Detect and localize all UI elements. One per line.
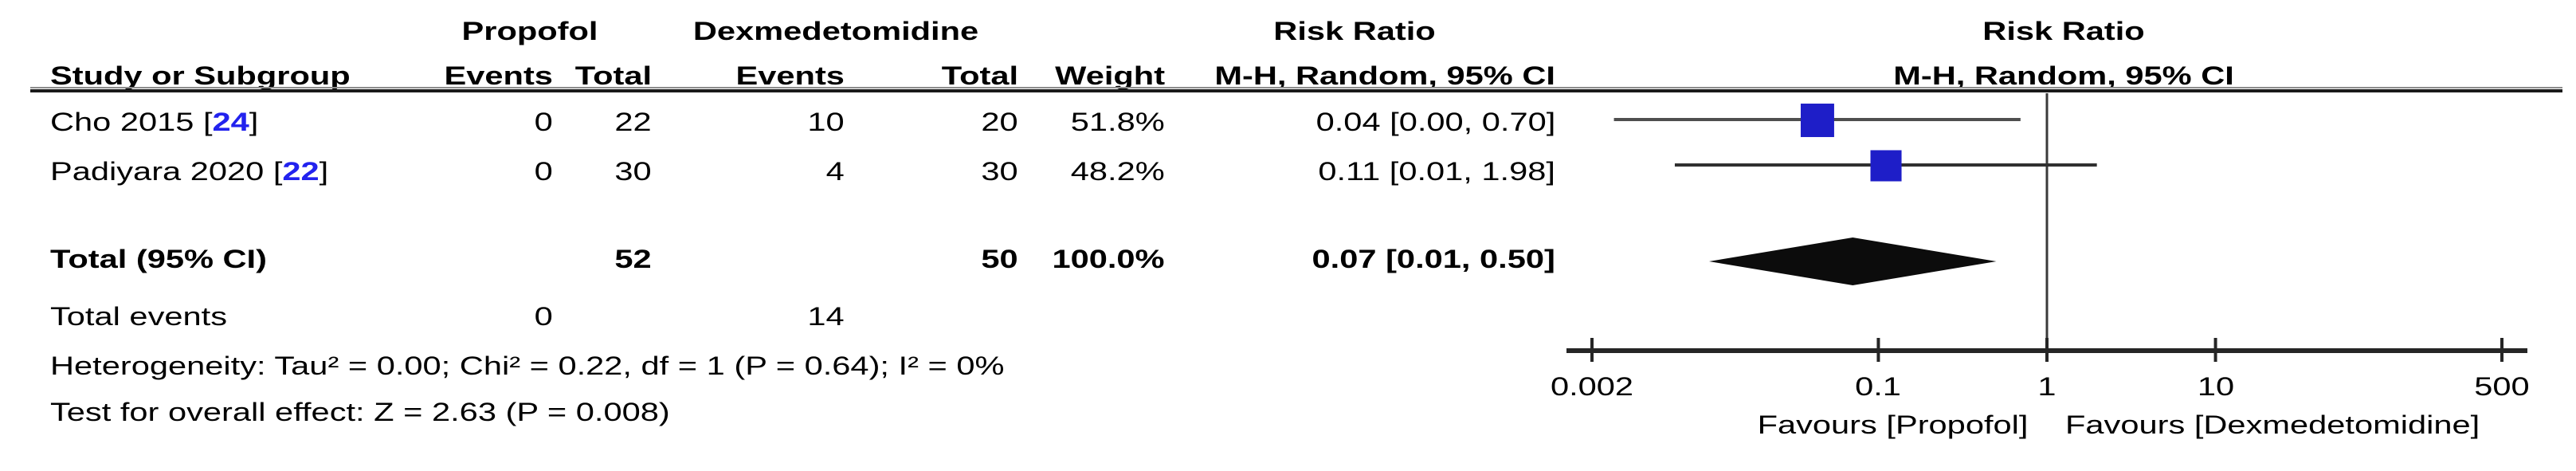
- cell-total-propofol: 30: [614, 157, 652, 186]
- total-propofol: 52: [614, 245, 652, 273]
- favours-left-label: Favours [Propofol]: [1757, 410, 2028, 439]
- citation-bracket: ]: [319, 157, 329, 186]
- overall-effect-test: Test for overall effect: Z = 2.63 (P = 0…: [50, 398, 670, 426]
- study-effect-square: [1870, 150, 1902, 182]
- axis-tick-label: 0.1: [1855, 372, 1902, 401]
- total-weight: 100.0%: [1052, 245, 1165, 273]
- effect-measure-header-left: Risk Ratio: [1273, 17, 1436, 45]
- cell-events-dexmedetomidine: 10: [807, 108, 845, 136]
- cell-total-dexmedetomidine: 30: [981, 157, 1018, 186]
- study-name: Padiyara 2020 [: [50, 157, 283, 186]
- col-header-method-left: M-H, Random, 95% CI: [1214, 61, 1555, 90]
- study-label: Padiyara 2020 [22]: [50, 156, 328, 186]
- group-header-control: Dexmedetomidine: [692, 17, 979, 45]
- study-label: Cho 2015 [24]: [50, 107, 258, 137]
- citation-link[interactable]: 22: [282, 157, 320, 186]
- total-events-propofol: 0: [534, 302, 553, 331]
- header-rule-light: [30, 87, 2562, 88]
- favours-right-label: Favours [Dexmedetomidine]: [2065, 410, 2480, 439]
- summary-diamond: [1708, 237, 1997, 285]
- cell-events-propofol: 0: [534, 157, 553, 186]
- group-header-experimental: Propofol: [461, 17, 598, 45]
- col-header-events-propofol: Events: [444, 61, 553, 90]
- axis-tick-label: 10: [2197, 372, 2234, 401]
- axis-tick-label: 500: [2474, 372, 2530, 401]
- study-effect-square: [1800, 104, 1834, 137]
- header-rule: [30, 89, 2562, 92]
- citation-link[interactable]: 24: [212, 108, 249, 136]
- cell-weight: 51.8%: [1071, 108, 1165, 136]
- total-events-dexmedetomidine: 14: [807, 302, 845, 331]
- col-header-study: Study or Subgroup: [50, 61, 351, 90]
- total-risk-ratio-ci: 0.07 [0.01, 0.50]: [1312, 245, 1555, 273]
- col-header-method-right: M-H, Random, 95% CI: [1893, 61, 2234, 90]
- axis-tick-label: 1: [2037, 372, 2056, 401]
- citation-bracket: ]: [249, 108, 259, 136]
- axis-tick-label: 0.002: [1550, 372, 1634, 401]
- total-dexmedetomidine: 50: [981, 245, 1018, 273]
- cell-total-dexmedetomidine: 20: [981, 108, 1018, 136]
- cell-events-dexmedetomidine: 4: [825, 157, 845, 186]
- total-events-label: Total events: [50, 302, 227, 331]
- heterogeneity-stats: Heterogeneity: Tau² = 0.00; Chi² = 0.22,…: [50, 351, 1005, 380]
- col-header-total-propofol: Total: [574, 61, 652, 90]
- total-row-label: Total (95% CI): [50, 245, 267, 273]
- col-header-events-dexmedetomidine: Events: [735, 61, 845, 90]
- effect-measure-header-right: Risk Ratio: [1982, 17, 2145, 45]
- cell-risk-ratio-ci: 0.11 [0.01, 1.98]: [1318, 157, 1555, 186]
- col-header-weight: Weight: [1055, 61, 1165, 90]
- col-header-total-dexmedetomidine: Total: [941, 61, 1018, 90]
- study-name: Cho 2015 [: [50, 108, 213, 136]
- cell-total-propofol: 22: [614, 108, 652, 136]
- cell-events-propofol: 0: [534, 108, 553, 136]
- cell-risk-ratio-ci: 0.04 [0.00, 0.70]: [1315, 108, 1555, 136]
- cell-weight: 48.2%: [1071, 157, 1165, 186]
